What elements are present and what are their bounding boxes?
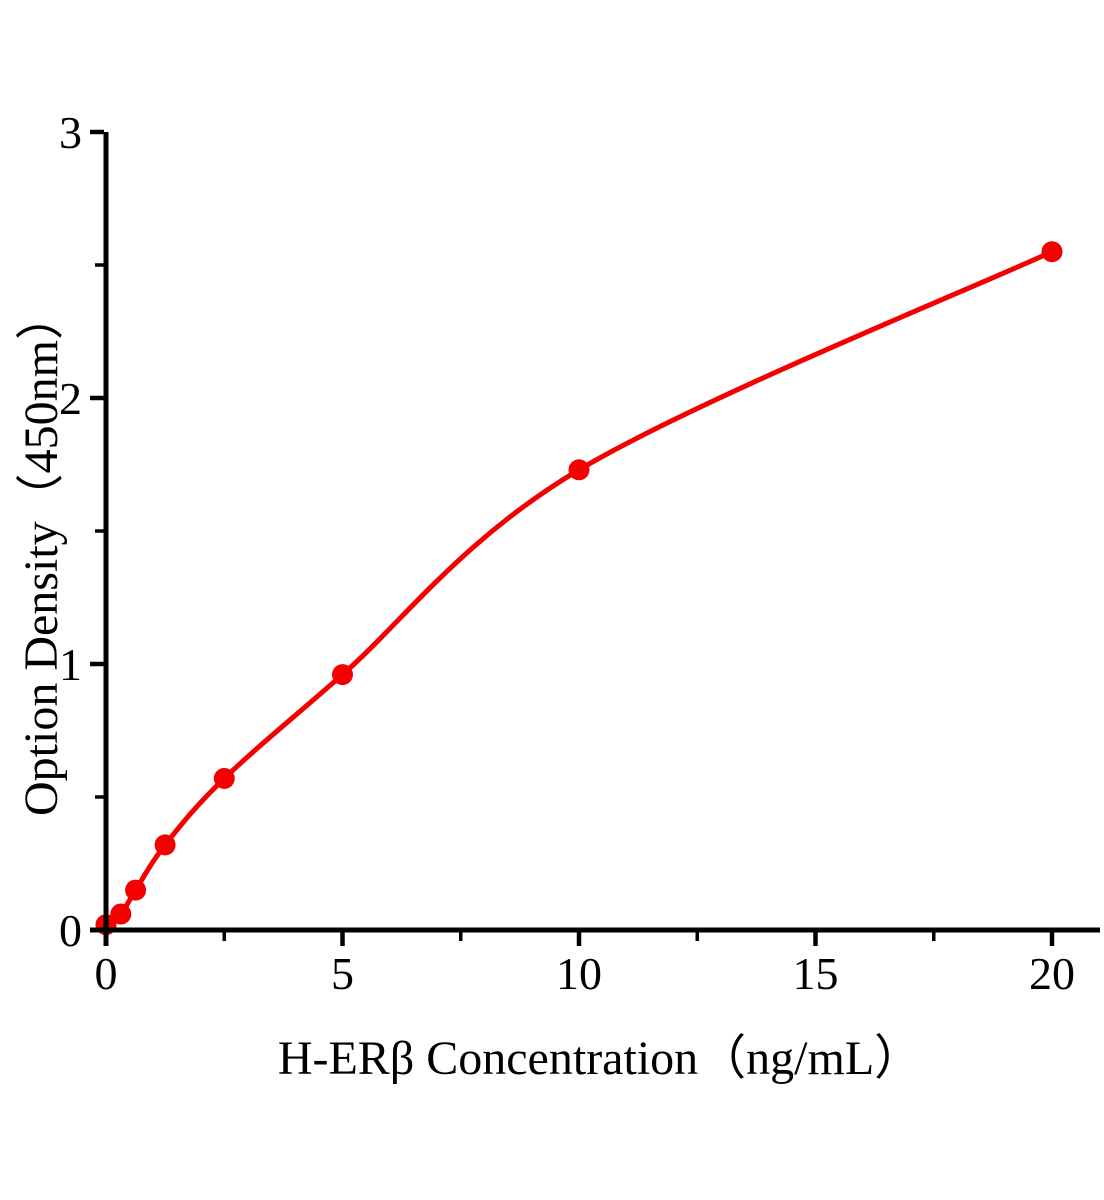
data-point xyxy=(213,767,235,789)
x-axis-title: H-ERβ Concentration（ng/mL） xyxy=(277,1032,923,1085)
data-point xyxy=(1041,241,1063,263)
axes-layer xyxy=(90,129,1100,946)
x-tick-label: 15 xyxy=(793,948,839,999)
x-tick-label: 5 xyxy=(331,948,354,999)
data-point xyxy=(125,879,147,901)
data-point xyxy=(568,459,590,481)
y-axis-title: Option Density（450nm） xyxy=(15,292,68,816)
y-tick-label: 0 xyxy=(59,905,82,956)
x-tick-label: 0 xyxy=(95,948,118,999)
y-tick-label: 2 xyxy=(59,373,82,424)
x-tick-label: 20 xyxy=(1029,948,1075,999)
series-layer xyxy=(95,241,1063,936)
data-point xyxy=(154,834,176,856)
tick-label-layer: 0 1 2 3 0 5 10 15 20 xyxy=(59,107,1075,999)
fitted-curve xyxy=(103,249,1055,928)
data-point xyxy=(110,903,132,925)
x-tick-label: 10 xyxy=(556,948,602,999)
y-tick-label: 1 xyxy=(59,639,82,690)
y-tick-label: 3 xyxy=(59,107,82,158)
data-point xyxy=(332,664,353,686)
